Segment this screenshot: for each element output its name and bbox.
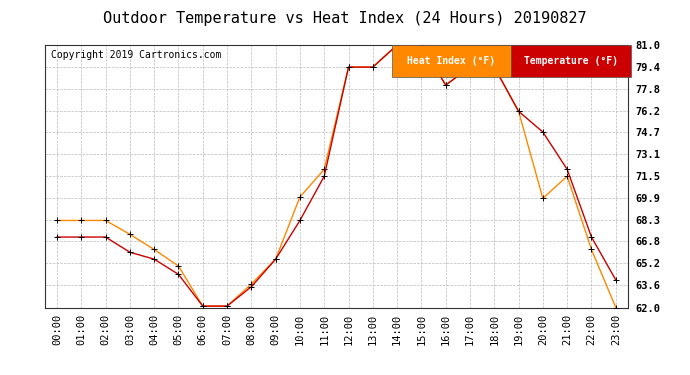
FancyBboxPatch shape bbox=[511, 45, 631, 76]
Text: Outdoor Temperature vs Heat Index (24 Hours) 20190827: Outdoor Temperature vs Heat Index (24 Ho… bbox=[104, 11, 586, 26]
FancyBboxPatch shape bbox=[392, 45, 511, 76]
Text: Heat Index (°F): Heat Index (°F) bbox=[408, 56, 495, 66]
Text: Temperature (°F): Temperature (°F) bbox=[524, 56, 618, 66]
Text: Copyright 2019 Cartronics.com: Copyright 2019 Cartronics.com bbox=[50, 50, 221, 60]
